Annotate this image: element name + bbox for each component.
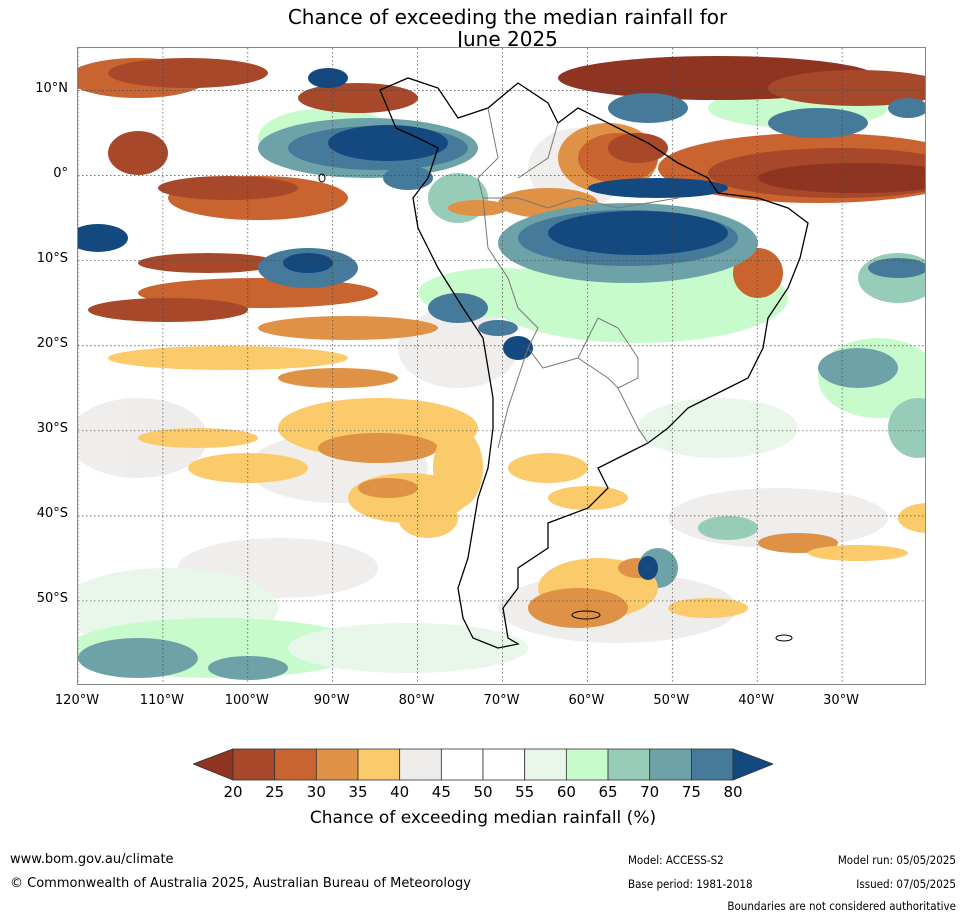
colorbar-tick-label: 70	[640, 783, 660, 801]
disclaimer-text: Boundaries are not considered authoritat…	[727, 899, 956, 913]
map-title-line1: Chance of exceeding the median rainfall …	[287, 5, 728, 29]
south-america-coastline	[379, 77, 809, 649]
colorbar-tick-label: 75	[681, 783, 701, 801]
colorbar-under-arrow	[193, 748, 234, 781]
colorbar-segment	[482, 748, 526, 781]
colorbar-tick-label: 65	[598, 783, 618, 801]
colorbar-label: Chance of exceeding median rainfall (%)	[309, 808, 657, 828]
colorbar-tick-label: 40	[390, 783, 410, 801]
longitude-label: 100°W	[224, 693, 269, 708]
colorbar-segment	[690, 748, 734, 781]
latitude-label: 40°S	[36, 505, 68, 521]
model-run-text: Model run: 05/05/2025	[837, 853, 956, 867]
colorbar-over-arrow	[732, 748, 773, 781]
colorbar-segment	[274, 748, 317, 781]
longitude-label: 80°W	[398, 693, 435, 708]
longitude-label: 70°W	[483, 693, 520, 708]
colorbar-segment	[232, 748, 276, 781]
website-link[interactable]: www.bom.gov.au/climate	[10, 852, 174, 867]
colorbar-tick-label: 30	[306, 783, 326, 801]
latitude-label: 0°	[53, 165, 68, 181]
colorbar-tick-label: 25	[265, 783, 285, 801]
dry-zones	[78, 58, 925, 628]
longitude-label: 60°W	[568, 693, 605, 708]
colorbar-segment	[607, 748, 651, 781]
base-period-text: Base period: 1981-2018	[628, 877, 753, 891]
longitude-label: 110°W	[139, 693, 184, 708]
longitude-label: 50°W	[653, 693, 690, 708]
longitude-label: 40°W	[738, 693, 775, 708]
copyright-text: © Commonwealth of Australia 2025, Austra…	[10, 876, 471, 891]
issued-text: Issued: 07/05/2025	[856, 877, 956, 891]
colorbar-tick-label: 35	[348, 783, 368, 801]
map-title-line2: June 2025	[457, 27, 558, 51]
colorbar-segment	[357, 748, 401, 781]
rainfall-map	[77, 47, 926, 685]
colorbar-tick-label: 20	[223, 783, 243, 801]
latitude-label: 30°S	[36, 420, 68, 436]
longitude-label: 90°W	[313, 693, 350, 708]
colorbar	[193, 748, 773, 781]
colorbar-tick-label: 80	[723, 783, 743, 801]
model-text: Model: ACCESS-S2	[628, 853, 724, 867]
very-dry-zones	[558, 56, 925, 203]
colorbar-tick-label: 55	[515, 783, 535, 801]
colorbar-segment	[440, 748, 484, 781]
latitude-label: 50°S	[36, 590, 68, 606]
country-borders	[477, 107, 679, 449]
longitude-label: 120°W	[54, 693, 100, 708]
colorbar-segment	[565, 748, 609, 781]
latitude-label: 10°S	[36, 250, 68, 266]
latitude-label: 20°S	[36, 335, 68, 351]
islands	[318, 173, 793, 642]
longitude-label: 30°W	[823, 693, 860, 708]
colorbar-tick-label: 50	[473, 783, 493, 801]
colorbar-segment	[524, 748, 567, 781]
colorbar-segment	[649, 748, 692, 781]
colorbar-tick-label: 60	[556, 783, 576, 801]
colorbar-tick-label: 45	[431, 783, 451, 801]
colorbar-segment	[399, 748, 442, 781]
latitude-label: 10°N	[35, 80, 68, 96]
colorbar-segment	[315, 748, 359, 781]
